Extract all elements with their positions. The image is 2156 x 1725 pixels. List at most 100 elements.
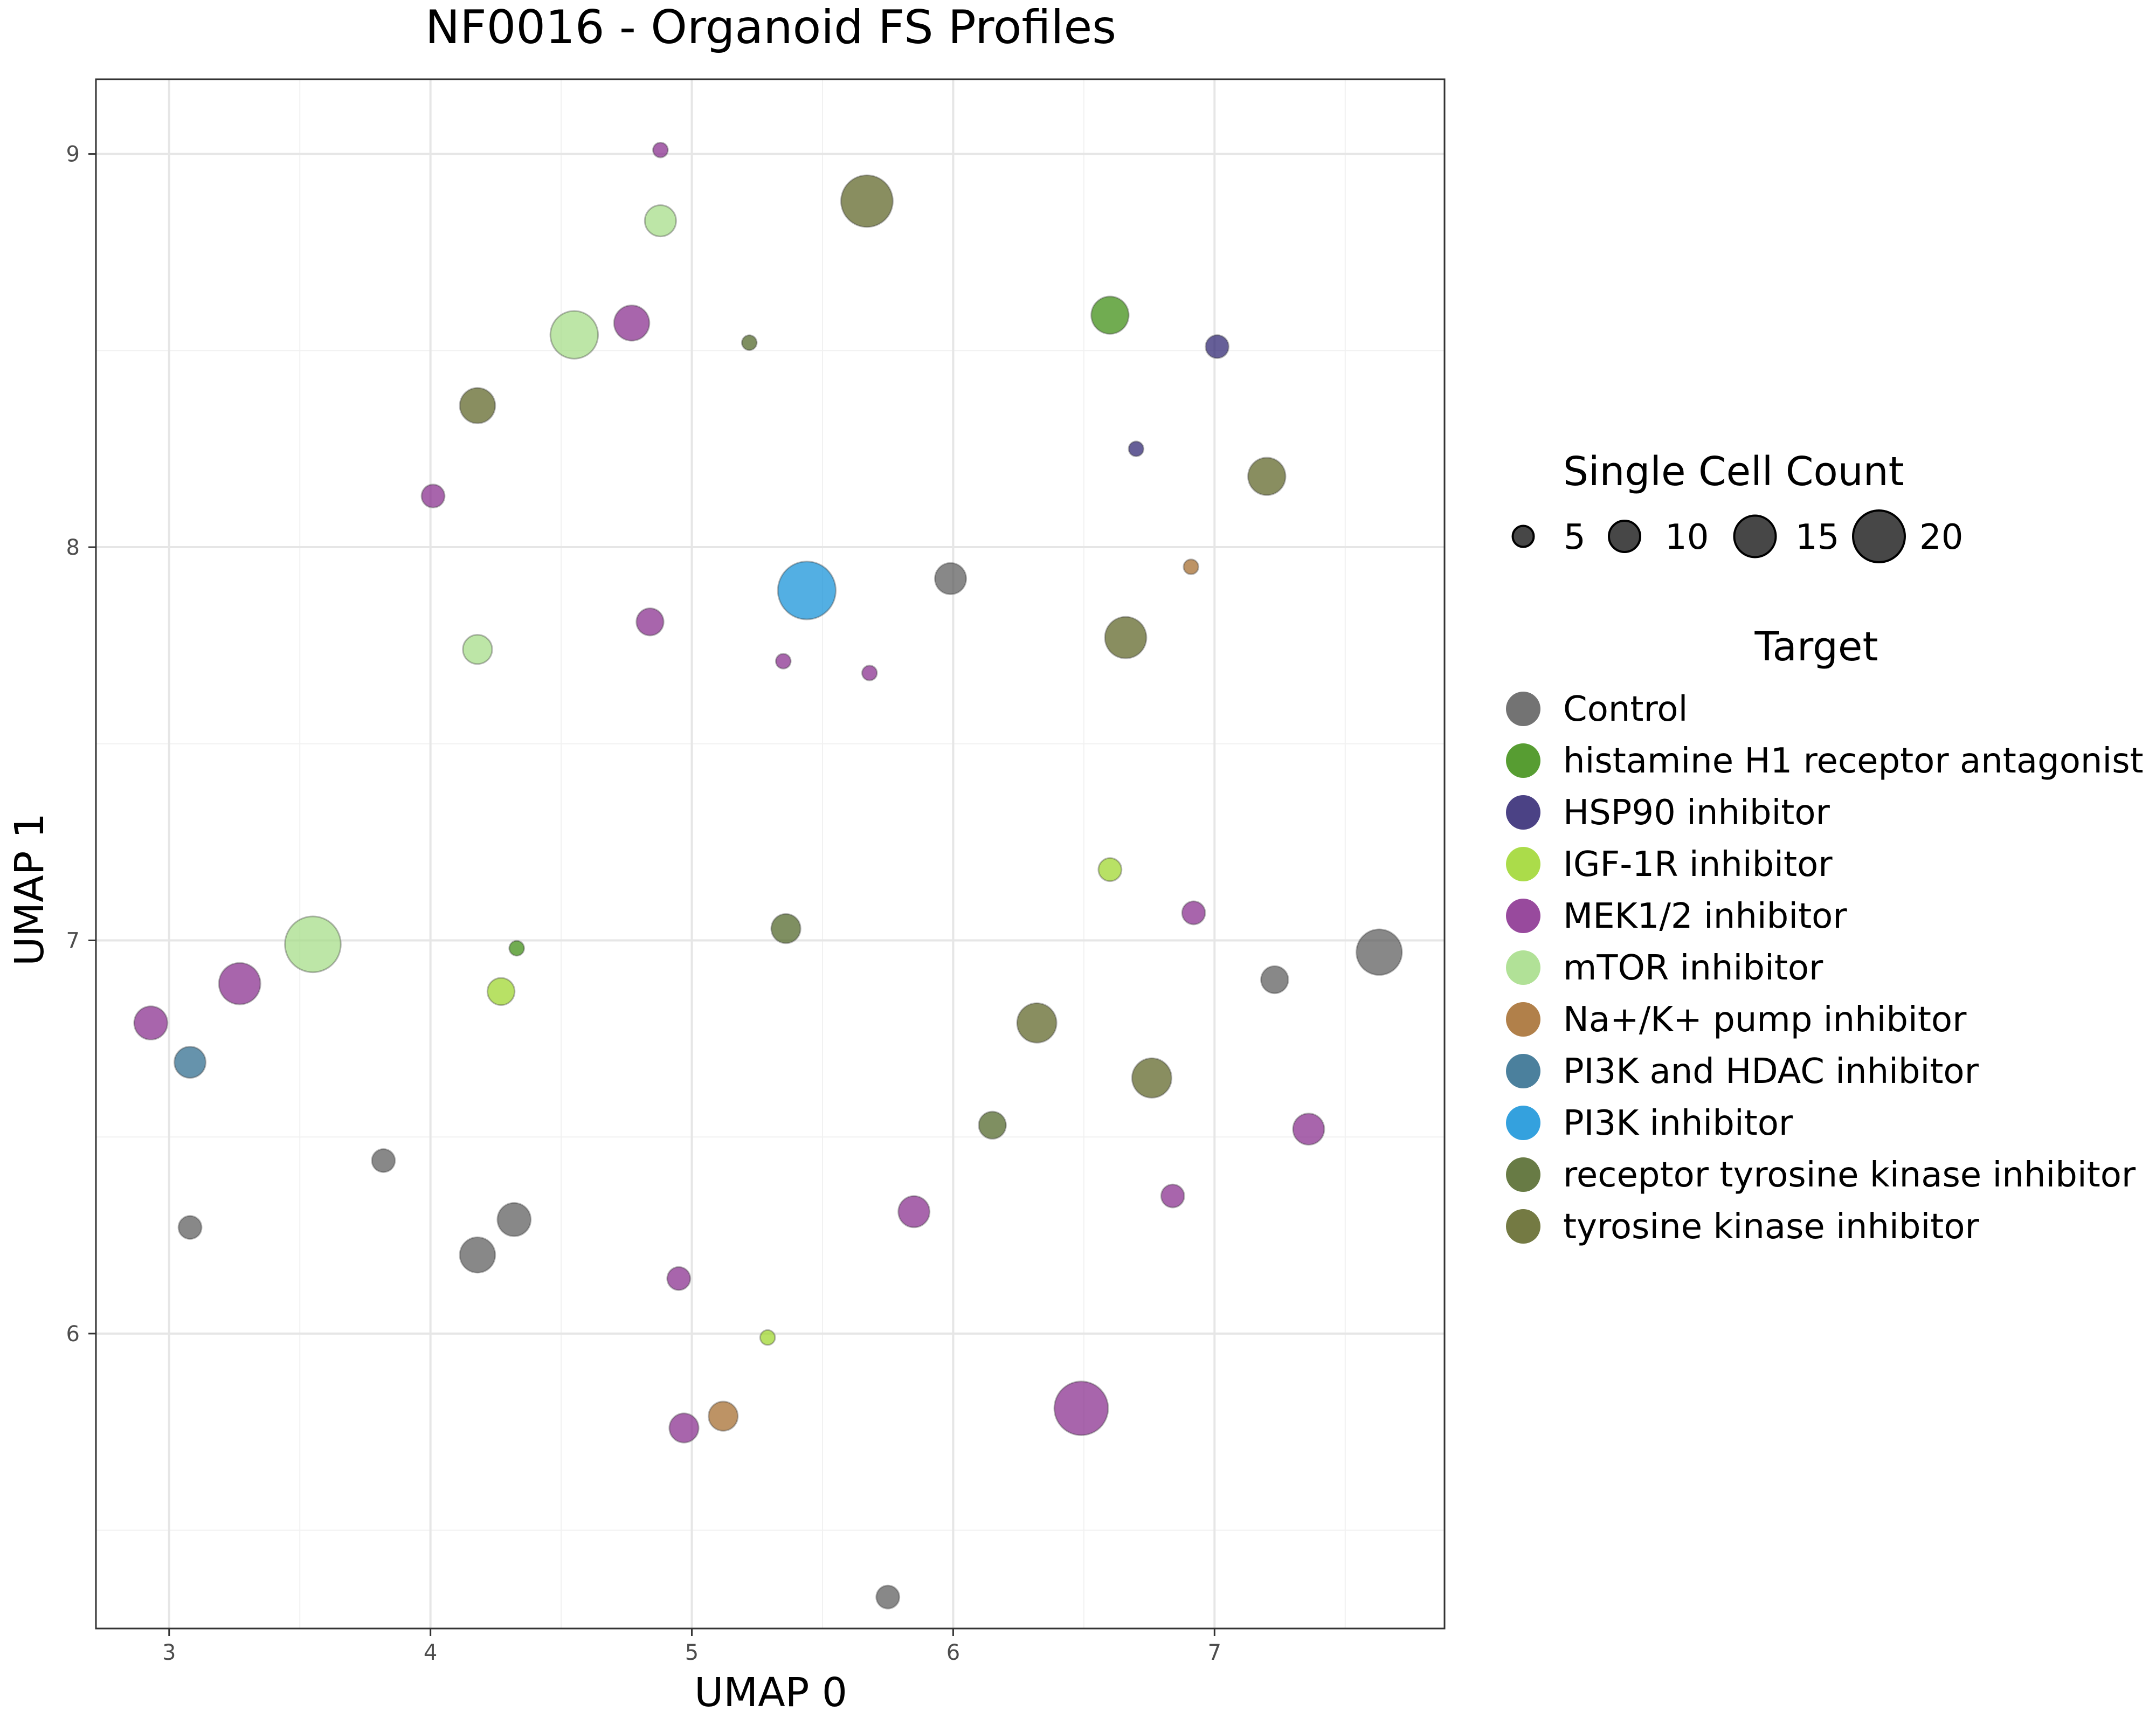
color-legend-key <box>1506 692 1540 726</box>
data-point <box>1260 965 1289 995</box>
size-legend-title: Single Cell Count <box>1563 448 1904 495</box>
color-legend-title: Target <box>1754 624 1878 670</box>
data-point <box>284 915 342 974</box>
data-point <box>1355 928 1403 976</box>
data-point <box>1016 1002 1058 1044</box>
size-legend-key <box>1608 520 1641 553</box>
data-point <box>777 561 837 620</box>
y-tick-label: 9 <box>66 142 80 167</box>
color-legend-label: receptor tyrosine kinase inhibitor <box>1563 1155 2136 1195</box>
color-legend-key <box>1506 1106 1540 1140</box>
data-point <box>462 634 493 665</box>
y-tick-label: 7 <box>66 928 80 953</box>
data-point <box>840 174 894 228</box>
data-point <box>1090 295 1130 335</box>
color-legend-key <box>1506 1157 1540 1192</box>
x-axis-title: UMAP 0 <box>694 1669 847 1716</box>
plot-panel-border <box>95 78 1446 1630</box>
data-point <box>459 1236 496 1274</box>
data-point <box>644 204 677 238</box>
x-tick-label: 7 <box>1208 1640 1221 1665</box>
data-point <box>174 1046 207 1079</box>
data-point <box>1097 857 1123 882</box>
data-point <box>861 665 878 681</box>
data-point <box>1181 900 1206 926</box>
data-point <box>549 310 599 360</box>
data-point <box>770 913 801 944</box>
color-legend-label: histamine H1 receptor antagonist <box>1563 741 2144 781</box>
size-legend: Single Cell Count 5 10 15 20 <box>1511 448 1963 563</box>
data-point <box>978 1110 1007 1140</box>
color-legend-key <box>1506 899 1540 933</box>
color-legend-label: PI3K and HDAC inhibitor <box>1563 1052 1979 1092</box>
data-point <box>897 1195 931 1229</box>
data-point <box>1131 1057 1173 1099</box>
color-legend-key <box>1506 795 1540 830</box>
color-legend-label: MEK1/2 inhibitor <box>1563 896 1847 936</box>
data-point <box>420 484 446 509</box>
data-point <box>371 1148 396 1173</box>
data-point <box>496 1202 532 1237</box>
size-legend-key <box>1733 514 1777 558</box>
data-point <box>934 562 968 595</box>
chart-title: NF0016 - Organoid FS Profiles <box>425 1 1116 54</box>
data-point <box>666 1266 692 1291</box>
data-point <box>875 1584 901 1610</box>
color-legend-key <box>1506 743 1540 778</box>
size-legend-label: 20 <box>1919 518 1963 557</box>
color-legend-label: tyrosine kinase inhibitor <box>1563 1207 1979 1247</box>
x-axis-ticks: 3 4 5 6 7 <box>162 1629 1221 1665</box>
x-tick-label: 6 <box>946 1640 960 1665</box>
color-legend-key <box>1506 1002 1540 1037</box>
data-point <box>759 1329 776 1346</box>
data-point <box>1104 616 1148 659</box>
size-legend-label: 5 <box>1564 518 1586 557</box>
y-tick-label: 8 <box>66 535 80 560</box>
data-point <box>218 962 261 1005</box>
color-legend-key <box>1506 1054 1540 1088</box>
y-tick-label: 6 <box>66 1322 80 1347</box>
color-legend-label: Na+/K+ pump inhibitor <box>1563 1000 1967 1040</box>
data-point <box>1247 457 1287 496</box>
data-point <box>177 1215 203 1240</box>
data-point <box>635 607 665 637</box>
data-point <box>459 387 496 424</box>
size-legend-key <box>1852 509 1906 563</box>
color-legend-key <box>1506 1209 1540 1244</box>
size-legend-label: 15 <box>1795 518 1839 557</box>
data-point <box>1053 1381 1109 1436</box>
data-point <box>133 1005 169 1041</box>
y-axis-ticks: 6 7 8 9 <box>66 142 96 1347</box>
color-legend-key <box>1506 950 1540 985</box>
size-legend-label: 10 <box>1665 518 1709 557</box>
data-point <box>613 304 651 342</box>
data-point <box>1292 1113 1325 1146</box>
data-point <box>741 334 758 351</box>
data-point <box>708 1400 739 1432</box>
x-tick-label: 5 <box>685 1640 699 1665</box>
data-point <box>508 940 525 957</box>
color-legend-label: PI3K inhibitor <box>1563 1103 1793 1143</box>
data-point <box>486 977 516 1006</box>
color-legend-label: Control <box>1563 689 1688 729</box>
x-tick-label: 3 <box>162 1640 176 1665</box>
data-point <box>1160 1183 1185 1209</box>
data-points <box>133 141 1403 1610</box>
data-point <box>1128 440 1145 457</box>
data-point <box>652 141 669 158</box>
grid-lines <box>96 79 1445 1629</box>
size-legend-key <box>1511 525 1535 548</box>
color-legend-label: mTOR inhibitor <box>1563 948 1823 988</box>
color-legend-label: HSP90 inhibitor <box>1563 793 1830 833</box>
data-point <box>1183 558 1199 575</box>
data-point <box>1205 334 1230 359</box>
data-point <box>775 653 792 670</box>
data-point <box>668 1412 700 1444</box>
x-tick-label: 4 <box>424 1640 437 1665</box>
y-axis-title: UMAP 1 <box>6 813 53 966</box>
color-legend-key <box>1506 847 1540 881</box>
color-legend-label: IGF-1R inhibitor <box>1563 845 1833 885</box>
color-legend: Target Control histamine H1 receptor anta… <box>1506 624 2144 1247</box>
